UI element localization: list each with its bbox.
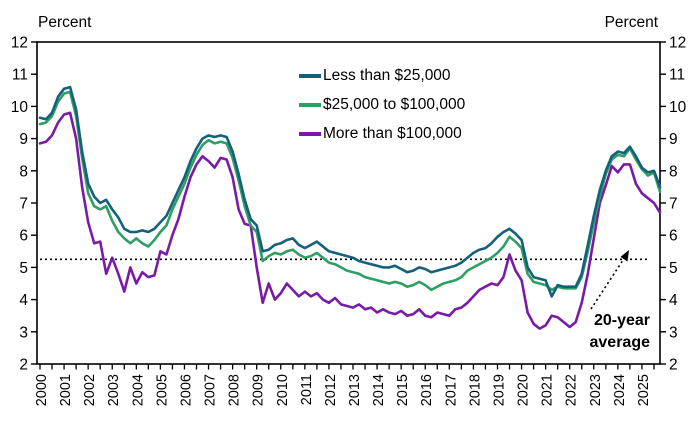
x-tick-label: 2005	[154, 374, 170, 406]
y-tick-label-left: 7	[19, 196, 28, 213]
legend-swatch-green-icon	[299, 103, 321, 107]
x-tick-label: 2002	[82, 374, 98, 406]
legend-label: More than $100,000	[323, 125, 462, 142]
x-tick-label: 2025	[636, 374, 652, 406]
y-tick-label-right: 2	[669, 357, 678, 374]
x-tick-label: 2023	[588, 374, 604, 406]
x-tick-label: 2017	[443, 374, 459, 406]
y-tick-label-left: 5	[19, 260, 28, 277]
x-tick-label: 2011	[299, 374, 315, 405]
y-tick-label-right: 8	[669, 163, 678, 180]
x-tick-label: 2012	[323, 374, 339, 406]
x-tick-label: 2009	[251, 374, 267, 406]
y-tick-label-left: 8	[19, 163, 28, 180]
legend-item-less-than-25k: Less than $25,000	[299, 66, 465, 86]
y-tick-label-right: 7	[669, 196, 678, 213]
y-tick-label-right: 3	[669, 324, 678, 341]
x-tick-label: 2024	[612, 374, 628, 406]
average-arrow-shaft	[590, 256, 626, 310]
x-tick-label: 2010	[275, 374, 291, 406]
x-tick-label: 2007	[203, 374, 219, 406]
x-tick-label: 2004	[130, 374, 146, 406]
x-tick-label: 2014	[371, 374, 387, 406]
x-tick-label: 2013	[347, 374, 363, 406]
y-tick-label-left: 9	[19, 131, 28, 148]
y-tick-label-right: 12	[669, 35, 686, 52]
legend-item-25k-to-100k: $25,000 to $100,000	[299, 95, 465, 115]
y-tick-label-left: 12	[11, 35, 28, 52]
y-tick-label-left: 2	[19, 357, 28, 374]
x-tick-label: 2022	[564, 374, 580, 406]
average-annotation-label: 20-year average	[589, 312, 651, 352]
x-tick-label: 2001	[58, 374, 74, 406]
series-line-2	[38, 111, 662, 330]
x-tick-label: 2008	[227, 374, 243, 406]
y-tick-label-left: 3	[19, 324, 28, 341]
y-tick-label-left: 10	[11, 99, 29, 116]
legend-swatch-teal-icon	[299, 74, 321, 78]
y-tick-label-right: 9	[669, 131, 678, 148]
x-tick-label: 2021	[540, 374, 556, 406]
x-tick-label: 2019	[491, 374, 507, 406]
y-tick-label-left: 11	[12, 67, 28, 84]
legend-item-more-than-100k: More than $100,000	[299, 124, 465, 144]
x-tick-label: 2003	[106, 374, 122, 406]
y-tick-label-right: 5	[669, 260, 678, 277]
average-arrow-head-icon	[620, 250, 629, 262]
legend-label: Less than $25,000	[323, 67, 451, 84]
x-tick-label: 2000	[34, 374, 50, 406]
legend-swatch-purple-icon	[299, 132, 321, 136]
y-tick-label-right: 10	[669, 99, 687, 116]
legend-label: $25,000 to $100,000	[323, 96, 466, 113]
y-tick-label-left: 4	[19, 292, 28, 309]
series-line-0	[38, 85, 662, 298]
y-tick-label-left: 6	[19, 228, 28, 245]
x-tick-label: 2020	[516, 374, 532, 406]
y-tick-label-right: 11	[669, 67, 685, 84]
x-tick-label: 2018	[467, 374, 483, 406]
right-axis-title: Percent	[604, 14, 658, 31]
y-tick-label-right: 6	[669, 228, 678, 245]
x-tick-label: 2016	[419, 374, 435, 406]
legend: Less than $25,000 $25,000 to $100,000 Mo…	[299, 66, 465, 144]
x-tick-label: 2006	[178, 374, 194, 406]
x-tick-label: 2015	[395, 374, 411, 406]
left-axis-title: Percent	[38, 14, 92, 31]
y-tick-label-right: 4	[669, 292, 678, 309]
